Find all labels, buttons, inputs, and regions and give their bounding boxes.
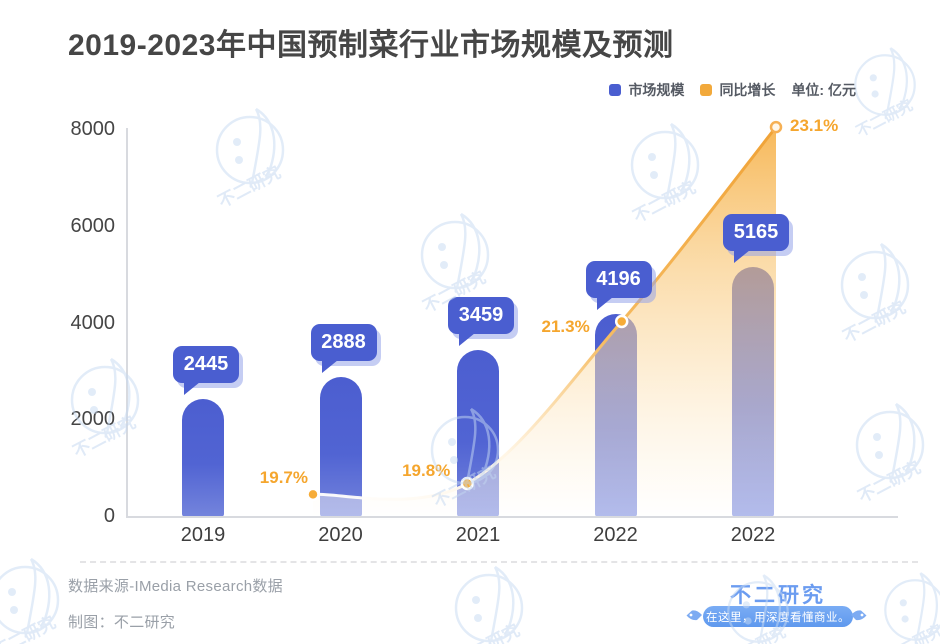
watermark-fish-icon: 不二研究 [214,107,285,212]
watermark-text: 不二研究 [839,297,908,347]
watermark-fish-icon: 不二研究 [629,122,700,227]
growth-marker [306,487,320,502]
watermark-text: 不二研究 [853,96,916,141]
watermark-fish-icon: 不二研究 [854,402,925,507]
y-axis-tick-label: 4000 [70,311,116,334]
legend-item-growth: 同比增长 [700,80,775,100]
watermark-fish-icon: 不二研究 [453,565,524,644]
credit-text: 制图：不二研究 [68,614,176,631]
data-source-text: 数据来源-IMedia Research数据 [68,578,283,595]
watermark-fish-icon: 不二研究 [839,242,910,347]
watermark-text: 不二研究 [214,162,283,212]
y-axis-tick-label: 2000 [70,408,116,431]
x-axis-tick-label: 2022 [593,524,638,546]
bar-value-bubble: 4196 [585,261,652,311]
growth-percent-label: 23.1% [790,116,839,136]
growth-line [311,125,778,501]
x-axis-tick-label: 2019 [180,524,226,546]
fish-icon [686,610,702,621]
watermark-text: 不二研究 [883,621,940,644]
watermark-text: 不二研究 [453,620,522,644]
watermark-text: 不二研究 [0,612,59,644]
fish-icon [851,610,867,621]
x-axis-tick-label: 2022 [730,524,776,546]
bar-value-bubble: 2445 [173,345,239,395]
market-size-bar [594,314,637,517]
y-axis-tick-label: 6000 [70,214,116,237]
market-size-bar [319,377,362,517]
market-size-bar [457,349,499,517]
x-axis-tick-label: 2021 [455,524,501,546]
legend: 市场规模 同比增长 单位: 亿元 [609,80,856,100]
growth-percent-label: 19.7% [259,468,308,488]
legend-item-market: 市场规模 [609,80,684,100]
growth-percent-label: 19.8% [402,460,451,480]
growth-marker [769,120,783,134]
legend-label-growth: 同比增长 [719,82,776,98]
footer-divider [80,561,918,563]
x-axis-tick-label: 2020 [318,524,363,546]
bar-value-bubble: 3459 [448,296,514,346]
legend-swatch-growth-icon [700,84,713,96]
market-size-bar [732,267,774,517]
watermark-fish-icon: 不二研究 [0,557,60,644]
legend-swatch-market-icon [609,84,622,96]
bar-value-bubble: 2888 [310,324,377,374]
brand-name: 不二研究 [730,584,826,607]
x-axis-line [126,516,898,518]
watermark-text: 不二研究 [629,177,698,227]
legend-label-market: 市场规模 [628,82,685,98]
watermark-fish-icon: 不二研究 [853,46,916,141]
unit-label: 单位: 亿元 [791,82,856,98]
chart-title: 2019-2023年中国预制菜行业市场规模及预测 [68,29,674,62]
bar-value-bubble: 5165 [723,214,789,264]
y-axis-tick-label: 0 [103,505,115,527]
watermark-text: 不二研究 [854,457,923,507]
y-axis-line [126,128,128,518]
brand-slogan-pill: 在这里，用深度看懂商业。 [703,606,853,627]
market-size-bar [182,398,224,517]
watermark-fish-icon: 不二研究 [883,571,940,644]
growth-percent-label: 21.3% [541,316,590,336]
y-axis-tick-label: 8000 [70,118,116,140]
